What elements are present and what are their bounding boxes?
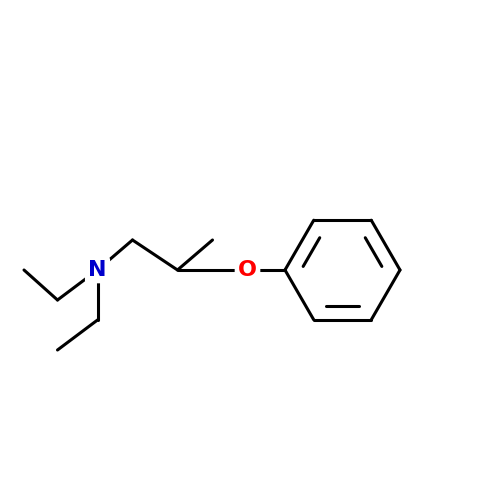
Text: N: N bbox=[88, 260, 107, 280]
Text: O: O bbox=[238, 260, 257, 280]
